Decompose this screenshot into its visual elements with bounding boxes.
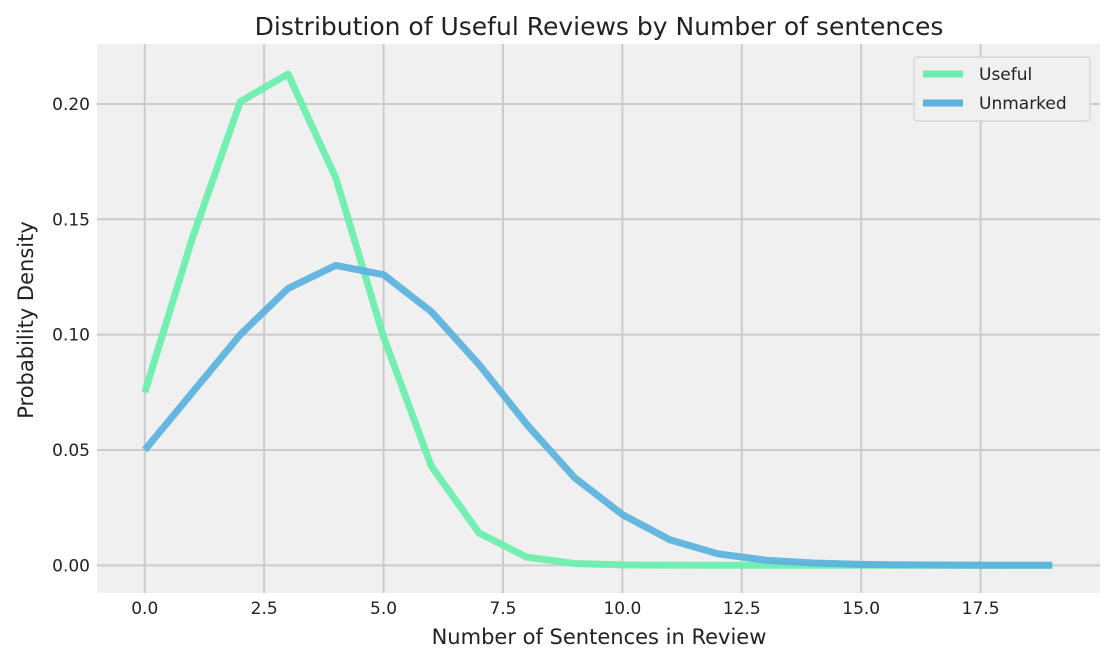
y-axis-label: Probability Density	[14, 221, 38, 419]
y-tick-label: 0.05	[52, 441, 90, 461]
y-tick-label: 0.00	[52, 556, 90, 576]
x-tick-label: 0.0	[131, 599, 158, 619]
series-lines	[141, 70, 1053, 569]
legend: Useful Unmarked	[913, 56, 1091, 122]
y-tick-labels: 0.00 0.05 0.10 0.15 0.20	[52, 95, 90, 576]
y-tick-label: 0.10	[52, 326, 90, 346]
x-tick-labels: 0.0 2.5 5.0 7.5 10.0 12.5 15.0 17.5	[131, 599, 999, 619]
series-line-unmarked	[142, 261, 1053, 569]
chart-title: Distribution of Useful Reviews by Number…	[255, 12, 944, 41]
x-tick-label: 12.5	[723, 599, 761, 619]
y-tick-label: 0.15	[52, 210, 90, 230]
legend-label-useful: Useful	[979, 65, 1032, 85]
x-axis-label: Number of Sentences in Review	[432, 625, 767, 649]
x-tick-label: 15.0	[842, 599, 880, 619]
plot-background	[97, 44, 1100, 593]
x-tick-label: 17.5	[962, 599, 1000, 619]
legend-label-unmarked: Unmarked	[979, 94, 1067, 114]
y-tick-label: 0.20	[52, 95, 90, 115]
x-tick-label: 7.5	[489, 599, 516, 619]
x-tick-label: 5.0	[370, 599, 397, 619]
x-tick-label: 2.5	[251, 599, 278, 619]
x-tick-label: 10.0	[603, 599, 641, 619]
